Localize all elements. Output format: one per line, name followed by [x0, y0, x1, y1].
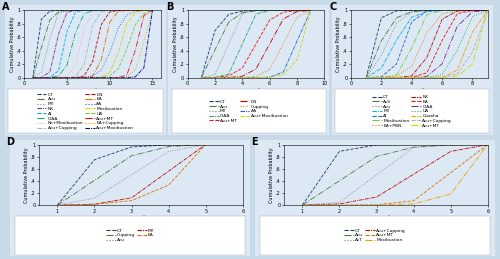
Legend: CT, Acu, AcT, Acu+Cupping, Acu+MT, Moxibustion: CT, Acu, AcT, Acu+Cupping, Acu+MT, Moxib…	[344, 228, 406, 243]
X-axis label: rank: rank	[413, 88, 426, 92]
Text: D: D	[6, 137, 14, 147]
Text: A: A	[2, 2, 10, 12]
Legend: CT, Acu, MT, NK, AI, CIAA, Nk+Moxibustion, Acu+Cupping, DN, EA, AA, Moxibustion,: CT, Acu, MT, NK, AI, CIAA, Nk+Moxibustio…	[36, 92, 134, 131]
Legend: CT, AcS, Acu, MT, AI, Moxibustion, EA+PBN, NK, EA, CIAA, UA, Guasha, Acu+Cupping: CT, AcS, Acu, MT, AI, Moxibustion, EA+PB…	[372, 95, 452, 128]
Y-axis label: Cumulative Probability: Cumulative Probability	[24, 147, 29, 203]
X-axis label: rank: rank	[250, 88, 262, 92]
Y-axis label: Cumulative Probability: Cumulative Probability	[10, 16, 15, 72]
Text: C: C	[329, 2, 336, 12]
Text: E: E	[251, 137, 258, 147]
Legend: CT, Cupping, Acu, MT, EA: CT, Cupping, Acu, MT, EA	[106, 228, 154, 243]
X-axis label: rank: rank	[134, 215, 147, 220]
Y-axis label: Cumulative Probability: Cumulative Probability	[270, 147, 274, 203]
Y-axis label: Cumulative Probability: Cumulative Probability	[336, 16, 342, 72]
X-axis label: rank: rank	[380, 215, 392, 220]
Y-axis label: Cumulative Probability: Cumulative Probability	[173, 16, 178, 72]
Legend: CT, Acu, MT, CIAA, Acu+MT, DN, Cupping, AA, Acu+Moxibustion: CT, Acu, MT, CIAA, Acu+MT, DN, Cupping, …	[208, 99, 289, 124]
Text: B: B	[166, 2, 173, 12]
X-axis label: rank: rank	[86, 88, 99, 92]
